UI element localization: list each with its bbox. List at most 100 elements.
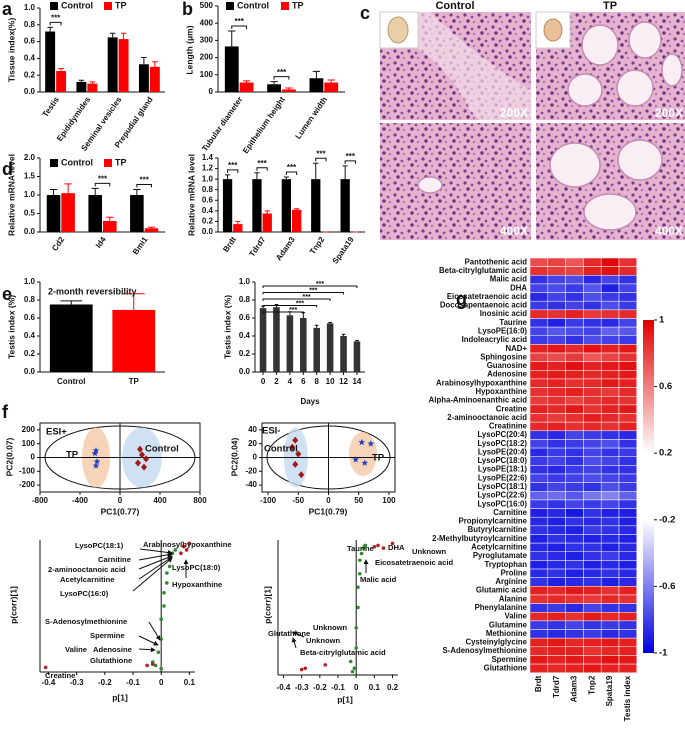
error-bar [235,220,241,225]
heatmap-cell [565,568,584,578]
magnification: 400X [500,224,528,238]
colorbar-tick-label: -0.6 [659,581,675,592]
heatmap-cell [618,603,638,613]
x-tick-label: TP [129,377,140,386]
point [361,459,369,466]
heatmap-cell [529,352,549,362]
point [137,445,143,453]
bar [118,39,129,92]
heatmap-cell [583,473,602,483]
x-tick-label: 0 [159,678,164,687]
heatmap-cell [618,370,638,380]
point [295,450,302,458]
y-axis-label: p(corr)[1] [262,586,272,624]
heatmap-cell [583,663,602,673]
y-tick-label: 100 [200,70,214,79]
annotation-arrow [139,548,173,555]
x-tick-label: Adam3 [274,235,297,262]
point [350,669,355,674]
row-label: LysoPC(20:4) [477,430,527,439]
heatmap-cell [600,629,620,639]
heatmap-cell [565,361,584,371]
heatmap-cell [583,508,602,518]
error-bar [152,61,158,67]
y-tick-label: 0 [253,453,258,462]
heatmap-cell [600,568,620,578]
significance-bracket [231,25,248,29]
heatmap-cell [618,395,638,406]
y-tick-label: 40 [248,425,257,434]
heatmap-cell [583,326,602,337]
heatmap-cell [565,655,584,665]
row-label: Glutamine [489,620,528,629]
heatmap-cell [600,283,620,293]
row-label: S-Adenosylmethionine [443,646,528,655]
y-axis-label: PC2(0.07) [4,437,14,476]
error-bar [328,322,333,324]
heatmap-cell [618,309,638,319]
y-tick-label: 1.0 [24,277,36,286]
error-bar [109,32,116,38]
heatmap-cell [583,542,602,553]
bar [259,308,267,372]
legend-swatch [50,159,58,167]
bar [239,82,254,92]
error-bar [285,87,293,90]
bar [262,213,272,232]
heatmap-cell [547,344,566,354]
heatmap-cell [547,491,566,501]
point [162,604,166,608]
y-tick-label: 0.0 [24,367,36,376]
heatmap-cell [565,413,584,423]
point [153,663,158,668]
heatmap-cell [565,335,584,345]
heatmap-cell [583,447,602,457]
row-label: Arabinosylhypoxanthine [436,378,528,387]
heatmap-cell [583,413,602,423]
heatmap-cell [547,603,566,613]
heatmap-cell [583,525,602,535]
heatmap-cell [547,560,566,570]
x-axis-label: Days [300,397,320,406]
heatmap-cell [529,646,549,656]
error-bar [49,188,58,195]
heatmap-cell [600,344,620,354]
x-tick-label: 50 [354,496,363,505]
bar [88,195,102,232]
heatmap-cell [529,378,549,388]
heatmap-cell [547,257,566,267]
point [323,663,328,667]
heatmap-cell [583,456,602,466]
heatmap-cell [529,663,549,673]
point [159,666,163,671]
point [135,459,141,467]
metabolite-label: Hypoxanthine [172,580,222,589]
point [354,646,358,650]
heatmap-cell [565,577,584,587]
bar [324,82,339,92]
y-tick-label: 0.6 [239,313,251,322]
row-label: 2-Methylbutyroylcarnitine [432,534,528,543]
metabolite-label: Carnitine [98,555,131,564]
heatmap-cell [600,430,620,440]
heatmap-cell [547,473,566,483]
y-tick-label: 0 [209,87,214,96]
heatmap-cell [547,525,566,535]
heatmap-cell [565,646,584,656]
heatmap-cell [600,266,620,276]
heatmap-cell [547,551,566,561]
heatmap-cell [547,292,566,302]
heatmap-cell [618,586,638,596]
colorbar-tick-label: -1 [659,648,668,659]
x-tick-label: Control [57,377,85,386]
significance-bracket [227,169,239,173]
panel-label: b [182,0,193,19]
x-tick-label: 0 [326,496,331,505]
heatmap-cell [618,300,638,311]
series-label: TP [372,453,385,464]
heatmap-cell [600,413,620,423]
heatmap-cell [529,560,549,570]
error-bar [254,172,260,180]
heatmap-cell [565,525,584,535]
error-bar [58,67,64,71]
